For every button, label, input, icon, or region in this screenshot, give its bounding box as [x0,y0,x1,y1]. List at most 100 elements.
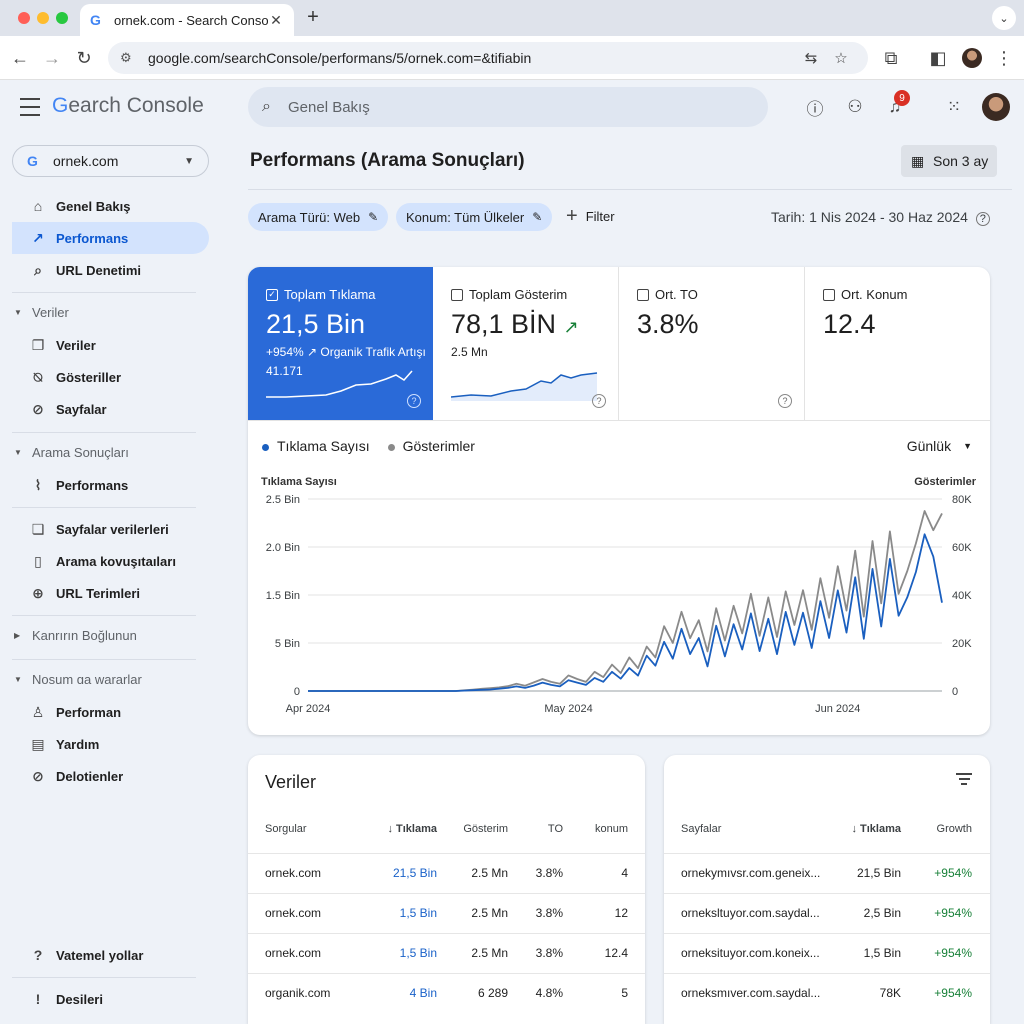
edit-pencil-icon[interactable]: ✎ [368,210,379,224]
profile-avatar-small[interactable] [962,48,982,68]
help-icon[interactable]: ? [778,394,792,408]
apps-grid-icon[interactable]: ⁙ [946,97,962,116]
property-selector[interactable]: G ornek.com ▼ [12,145,209,177]
minimize-window-button[interactable] [37,12,49,24]
sidebar-item-yardim[interactable]: ▤ Yardım [12,728,209,760]
side-panel-icon[interactable]: ◧ [929,47,947,68]
help-icon[interactable]: ⓘ [806,99,824,119]
sidebar-item-performance[interactable]: ↗ Performans [12,222,209,254]
table-row[interactable]: orneksltuyor.com.saydal... 2,5 Bin +954% [664,893,990,933]
edit-pencil-icon[interactable]: ✎ [532,210,543,224]
google-favicon-icon: G [90,12,101,28]
column-header-impressions[interactable]: Gösterim [463,823,508,835]
reload-icon[interactable]: ↻ [76,47,92,68]
location-chip[interactable]: Konum: Tüm Ülkeler ✎ [396,203,553,231]
tab-search-chevron-icon[interactable]: ⌄ [992,6,1016,30]
extensions-icon[interactable]: ⧉ [884,47,898,68]
maximize-window-button[interactable] [56,12,68,24]
column-header-clicks[interactable]: ↓ Tıklama [387,823,437,835]
sidebar-item-sayfalar[interactable]: ⊘ Sayfalar [12,393,209,425]
sidebar-section-kanririn[interactable]: ▶ Kanrırın Boğlunun [14,628,137,643]
table-row[interactable]: ornek.com 21,5 Bin 2.5 Mn 3.8% 4 [248,853,645,893]
column-header-clicks[interactable]: ↓ Tıklama [851,823,901,835]
forward-icon[interactable]: → [43,47,61,68]
bookmark-star-icon[interactable]: ☆ [834,50,848,67]
chart-legend: Tıklama Sayısı Gösterimler [262,438,475,454]
close-tab-icon[interactable]: ✕ [270,11,282,28]
sidebar-section-veriler[interactable]: ▼ Veriler [14,305,69,320]
column-header-ctr[interactable]: TO [547,823,563,835]
table-row[interactable]: ornek.com 1,5 Bin 2.5 Mn 3.8% 12.4 [248,933,645,973]
date-range-button[interactable]: ▦ Son 3 ay [901,145,997,177]
position-cell: 12 [614,906,628,920]
table-row[interactable]: orneksituyor.com.koneix... 1,5 Bin +954% [664,933,990,973]
checkbox-icon[interactable] [823,288,835,301]
menu-icon[interactable] [20,98,40,116]
column-header-position[interactable]: konum [594,823,628,835]
column-header-pages[interactable]: Sayfalar [681,823,722,835]
sidebar-item-sayfalar-verilerleri[interactable]: ❏ Sayfalar verilerleri [12,513,209,545]
address-bar[interactable]: ⚙ google.com/searchConsole/performans/5/… [108,42,868,74]
impressions-cell: 2.5 Mn [471,946,508,960]
sidebar-item-performan[interactable]: ♙ Performan [12,696,209,728]
sidebar-item-gosteriller[interactable]: ⍉ Gösteriller [12,361,209,393]
help-icon[interactable]: ? [407,394,421,408]
position-cell: 5 [621,986,628,1000]
metric-total-impressions[interactable]: Toplam Gösterim 78,1 BİN ↗ 2.5 Mn ? [433,267,619,421]
y-tick-label: 2.5 Bin [266,494,300,506]
browser-toolbar: ← → ↻ ⚙ google.com/searchConsole/perform… [0,36,1024,80]
info-icon[interactable]: ? [975,212,990,226]
account-avatar[interactable] [982,93,1010,121]
y-tick-label: 2.0 Bin [266,542,300,554]
filter-icon[interactable] [956,773,972,788]
legend-impressions[interactable]: Gösterimler [387,438,475,454]
metric-sub-value: 41.171 [266,364,303,378]
sidebar-section-search-results[interactable]: ▼ Arama Sonuçları [14,445,129,460]
granularity-dropdown[interactable]: Günlük ▼ [906,438,972,454]
column-header-queries[interactable]: Sorgular [265,823,307,835]
clicks-cell: 21,5 Bin [856,866,901,880]
sidebar-item-performans-2[interactable]: ⌇ Performans [12,469,209,501]
sidebar-section-nosum[interactable]: ▼ Nosum ɑa wararlar [14,672,142,687]
browser-tab[interactable]: G ornek.com - Search Console ✕ [80,4,294,36]
tab-title: ornek.com - Search Console [114,12,268,28]
back-icon[interactable]: ← [11,47,29,68]
translate-icon[interactable]: ⇆ [804,50,818,67]
globe-icon: ⊕ [32,584,44,601]
manage-users-icon[interactable]: ⚇ [847,97,863,116]
close-window-button[interactable] [18,12,30,24]
sidebar-item-url-inspection[interactable]: ⌕ URL Denetimi [12,254,209,286]
table-row[interactable]: ornekymıvsr.com.geneix... 21,5 Bin +954% [664,853,990,893]
crossed-out-icon: ⍉ [33,368,43,385]
y2-axis-title: Gösterimler [914,476,976,488]
sidebar-item-url-terimleri[interactable]: ⊕ URL Terimleri [12,577,209,609]
sidebar-item-vatemel-yollar[interactable]: ? Vatemel yollar [12,939,209,971]
table-row[interactable]: ornek.com 1,5 Bin 2.5 Mn 3.8% 12 [248,893,645,933]
column-header-growth[interactable]: Growth [936,823,972,835]
checkbox-checked-icon[interactable]: ✓ [266,288,278,301]
checkbox-icon[interactable] [637,288,649,301]
table-row[interactable]: organik.com 4 Bin 6 289 4.8% 5 [248,973,645,1013]
metric-total-clicks[interactable]: ✓ Toplam Tıklama 21,5 Bin +954% ↗ Organik… [248,267,433,421]
new-tab-icon[interactable]: + [307,6,319,28]
property-value: ornek.com [53,153,119,169]
help-icon[interactable]: ? [592,394,606,408]
document-icon: ▤ [31,735,45,752]
sidebar-item-arama-kovusitaiları[interactable]: ▯ Arama kovuşıtaıları [12,545,209,577]
legend-clicks[interactable]: Tıklama Sayısı [262,438,370,454]
sidebar-item-veriler[interactable]: ❐ Veriler [12,329,209,361]
metric-avg-position[interactable]: Ort. Konum 12.4 [805,267,990,421]
sidebar-item-overview[interactable]: ⌂ Genel Bakış [12,190,209,222]
site-settings-icon[interactable]: ⚙ [120,50,132,65]
table-row[interactable]: orneksmıver.com.saydal... 78K +954% [664,973,990,1013]
checkbox-icon[interactable] [451,288,463,301]
metric-avg-ctr[interactable]: Ort. TO 3.8% ? [619,267,805,421]
more-menu-icon[interactable]: ⋮ [995,47,1013,68]
sidebar-divider [12,432,196,433]
add-filter-button[interactable]: + Filter [566,205,615,227]
sidebar-item-desileri[interactable]: ! Desileri [12,983,209,1015]
search-type-chip[interactable]: Arama Türü: Web ✎ [248,203,389,231]
sidebar-item-delotienler[interactable]: ⊘ Delotienler [12,760,209,792]
page-cell: orneksmıver.com.saydal... [681,986,821,1000]
search-input[interactable]: ⌕ Genel Bakış [248,87,768,127]
